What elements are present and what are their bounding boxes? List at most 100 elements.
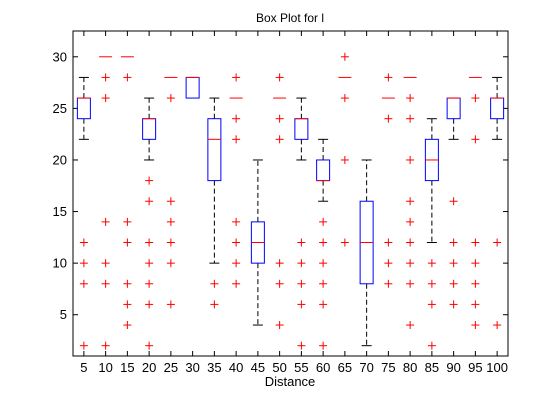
outlier-marker [406,155,415,164]
outlier-marker [79,279,88,288]
box-95 [468,76,482,330]
outlier-marker [406,259,415,268]
outlier-marker [123,321,132,330]
outlier-marker [166,217,175,226]
outlier-marker [427,279,436,288]
outlier-marker [145,176,154,185]
box-20 [142,97,157,350]
outlier-marker [145,238,154,247]
x-tick-label: 50 [272,360,286,375]
y-tick-label: 25 [53,101,67,116]
outlier-marker [319,217,328,226]
outlier-marker [340,94,349,103]
x-tick-label: 65 [338,360,352,375]
box-65 [338,52,352,247]
plot-area [72,30,509,357]
chart-title: Box Plot for l [256,11,324,25]
x-tick-label: 55 [294,360,308,375]
outlier-marker [79,238,88,247]
outlier-marker [406,321,415,330]
box-80 [403,76,417,330]
y-tick-label: 15 [53,204,67,219]
x-tick-label: 70 [359,360,373,375]
outlier-marker [427,341,436,350]
box-5 [76,76,91,350]
x-tick-label: 40 [229,360,243,375]
outlier-marker [123,300,132,309]
outlier-marker [384,279,393,288]
outlier-marker [232,135,241,144]
outlier-marker [145,300,154,309]
box-45 [250,159,265,326]
outlier-marker [449,197,458,206]
outlier-marker [384,114,393,123]
outlier-marker [275,73,284,82]
x-tick-label: 30 [185,360,199,375]
outlier-marker [384,73,393,82]
outlier-marker [123,217,132,226]
outlier-marker [493,321,502,330]
outlier-marker [449,279,458,288]
outlier-marker [210,300,219,309]
outlier-marker [406,197,415,206]
y-tick-label: 10 [53,256,67,271]
outlier-marker [297,300,306,309]
outlier-marker [449,259,458,268]
outlier-marker [79,259,88,268]
outlier-marker [471,279,480,288]
box-100 [490,76,505,330]
x-tick-label: 25 [164,360,178,375]
x-tick-label: 100 [486,360,508,375]
y-axis: 5 10 15 20 25 30 [53,49,508,322]
box-85 [424,118,439,350]
x-tick-label: 60 [316,360,330,375]
outlier-marker [145,197,154,206]
box-15 [120,56,134,330]
outlier-marker [471,321,480,330]
outlier-marker [79,341,88,350]
x-tick-label: 20 [142,360,156,375]
outlier-marker [406,217,415,226]
outlier-marker [471,259,480,268]
outlier-marker [232,259,241,268]
x-tick-label: 45 [251,360,265,375]
outlier-marker [166,300,175,309]
outlier-marker [319,300,328,309]
x-tick-label: 15 [120,360,134,375]
outlier-marker [145,259,154,268]
outlier-marker [166,94,175,103]
outlier-marker [275,279,284,288]
box-25 [164,76,178,309]
outlier-marker [297,341,306,350]
outlier-marker [101,279,110,288]
outlier-marker [406,94,415,103]
box-55 [294,97,309,350]
x-tick-label: 90 [446,360,460,375]
outlier-marker [166,259,175,268]
outlier-marker [123,73,132,82]
outlier-marker [101,217,110,226]
outlier-marker [319,341,328,350]
outlier-marker [101,94,110,103]
outlier-marker [449,300,458,309]
outlier-marker [427,300,436,309]
outlier-marker [297,259,306,268]
outlier-marker [340,155,349,164]
box-75 [381,73,395,288]
outlier-marker [232,238,241,247]
outlier-marker [210,279,219,288]
outlier-marker [232,73,241,82]
y-tick-label: 20 [53,152,67,167]
outlier-marker [275,114,284,123]
outlier-marker [319,259,328,268]
box-35 [207,97,222,309]
box-40 [229,73,243,288]
outlier-marker [275,135,284,144]
outlier-marker [319,279,328,288]
outlier-marker [406,279,415,288]
outlier-marker [232,279,241,288]
outlier-marker [166,197,175,206]
x-axis: 5 10 15 20 25 30 35 40 45 50 55 60 65 70 75 80 85 90 95 100 [80,31,508,375]
box-70 [359,159,374,347]
